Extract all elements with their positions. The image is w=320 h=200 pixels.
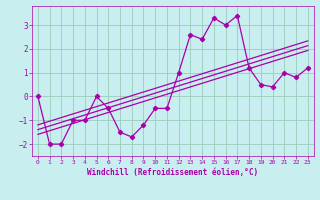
X-axis label: Windchill (Refroidissement éolien,°C): Windchill (Refroidissement éolien,°C) [87,168,258,177]
